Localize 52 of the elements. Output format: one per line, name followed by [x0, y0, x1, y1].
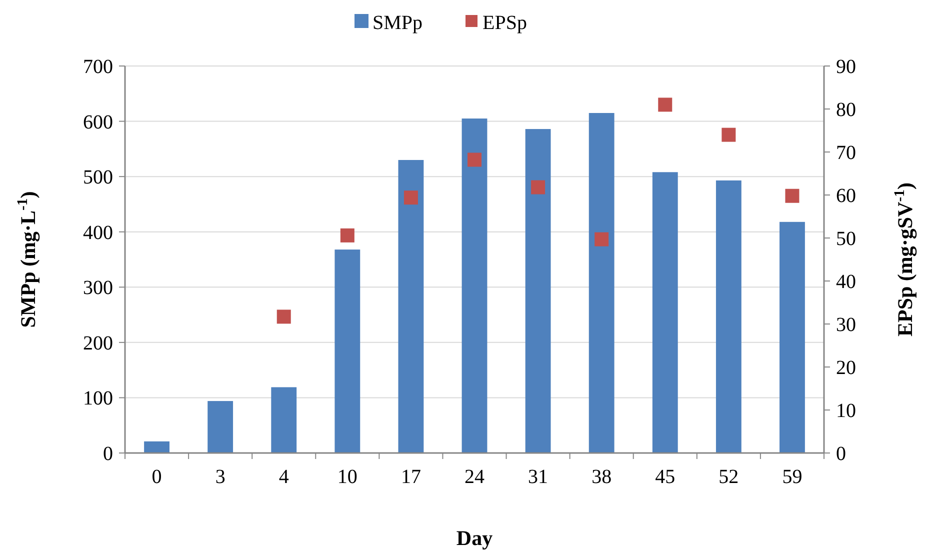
y2-tick-label: 60 — [836, 185, 856, 207]
y2-tick-label: 70 — [836, 142, 856, 164]
bar — [208, 401, 234, 453]
bar — [780, 222, 805, 453]
bar — [525, 129, 551, 453]
x-tick-label: 10 — [337, 466, 358, 488]
x-tick-label: 31 — [528, 466, 548, 488]
x-tick-label: 45 — [655, 466, 676, 488]
point — [658, 98, 672, 112]
x-tick-label: 3 — [215, 466, 226, 488]
y2-tick-label: 40 — [836, 271, 856, 293]
point — [404, 190, 418, 205]
y2-tick-label: 0 — [836, 443, 846, 465]
bar — [271, 387, 297, 453]
y-tick-label: 500 — [83, 166, 113, 189]
y2-tick-label: 30 — [836, 314, 856, 336]
legend-label: EPSp — [482, 12, 527, 34]
point — [722, 128, 736, 142]
bar — [398, 160, 424, 453]
bar — [652, 172, 678, 453]
x-axis-title: Day — [456, 526, 494, 550]
bar — [588, 112, 614, 453]
y-tick-label: 600 — [83, 111, 113, 134]
x-tick-label: 24 — [464, 466, 484, 488]
x-tick-label: 59 — [782, 466, 802, 488]
x-tick-label: 0 — [152, 466, 162, 488]
x-tick-label: 38 — [592, 466, 612, 488]
bar — [334, 250, 360, 453]
x-tick-label: 4 — [278, 466, 289, 488]
bar — [144, 441, 170, 453]
y2-tick-label: 50 — [836, 228, 856, 250]
y-tick-label: 100 — [83, 388, 113, 410]
point — [468, 152, 482, 167]
point — [276, 310, 291, 324]
y-tick-label: 400 — [83, 222, 113, 244]
y2-tick-label: 20 — [836, 357, 856, 379]
point — [531, 180, 546, 194]
y2-tick-label: 10 — [836, 400, 856, 422]
y-tick-label: 200 — [83, 332, 113, 354]
bar — [462, 118, 488, 453]
x-tick-label: 52 — [718, 466, 739, 488]
y2-tick-label: 90 — [836, 56, 856, 78]
point — [785, 188, 800, 203]
y-tick-label: 700 — [83, 56, 113, 78]
y-tick-label: 0 — [103, 443, 113, 465]
point — [340, 228, 354, 242]
y2-tick-label: 80 — [836, 99, 856, 121]
y-tick-label: 300 — [83, 277, 113, 300]
bar — [716, 180, 742, 453]
point — [594, 232, 609, 246]
legend-label: SMPp — [372, 12, 423, 34]
x-tick-label: 17 — [400, 466, 421, 488]
